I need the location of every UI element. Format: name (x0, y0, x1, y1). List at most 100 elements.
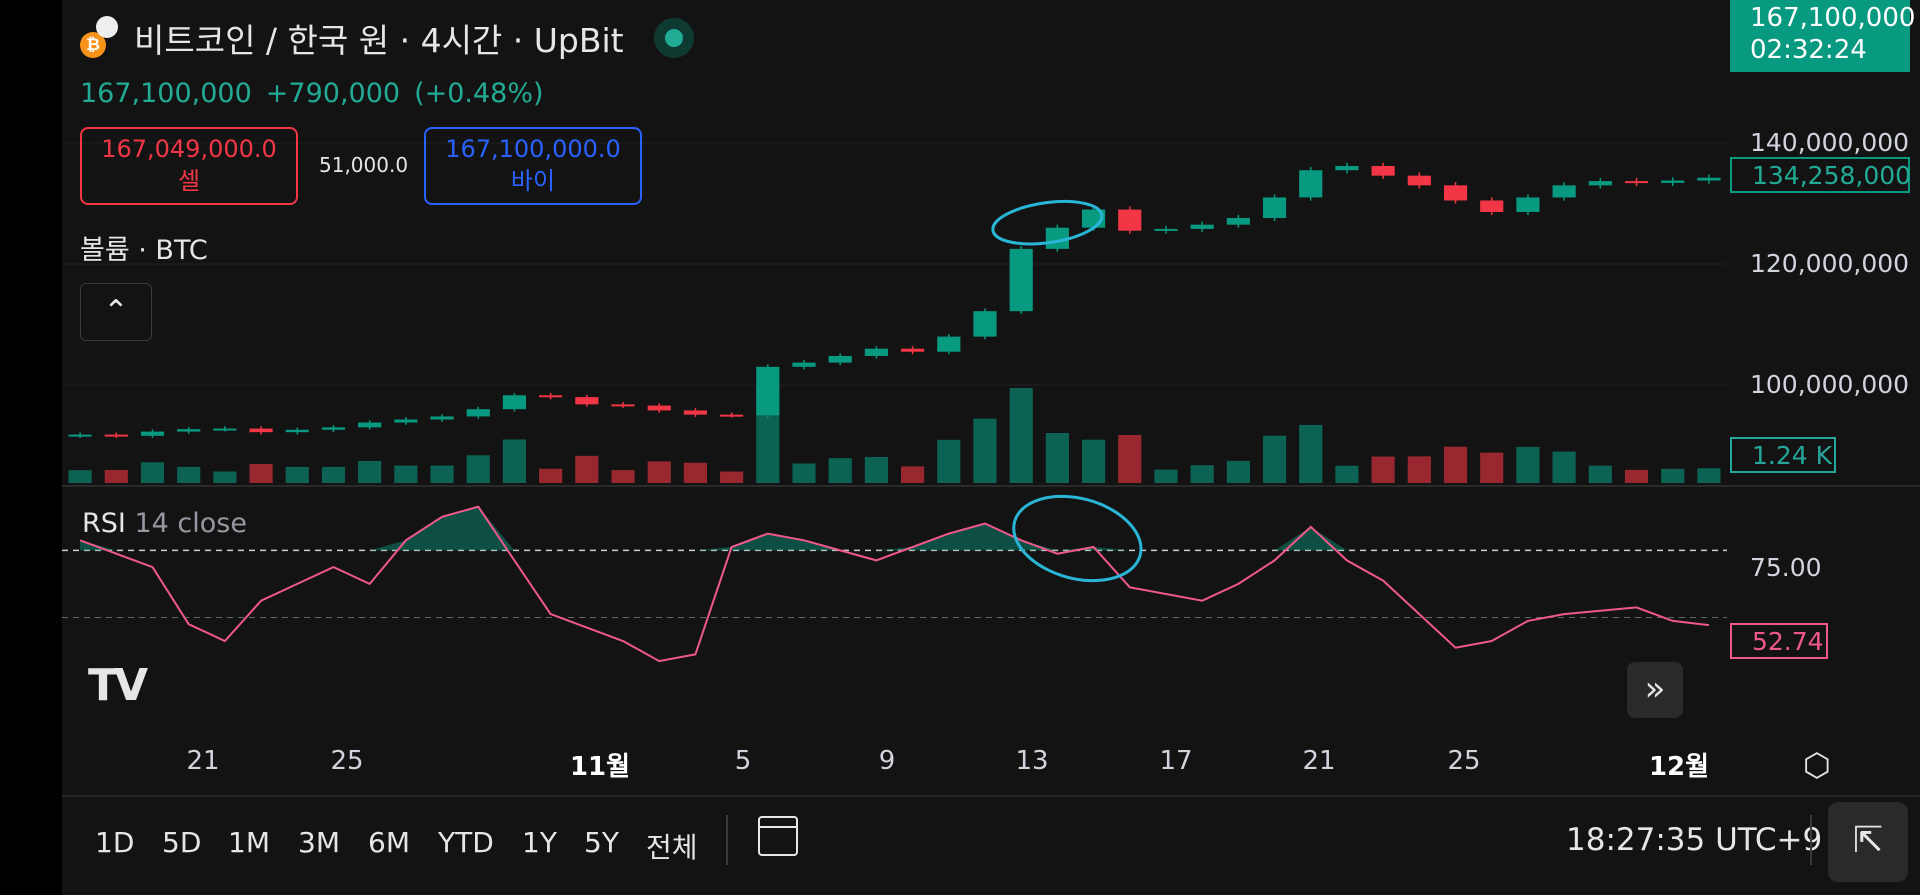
volume-bar (1299, 424, 1323, 483)
last-tag-price: 167,100,000 (1750, 3, 1916, 33)
candle (1661, 180, 1685, 183)
volume-bar (104, 469, 128, 483)
candle (792, 362, 816, 367)
candle (1552, 185, 1576, 198)
volume-bar (1480, 452, 1504, 483)
volume-bar (828, 458, 852, 483)
volume-bar (937, 439, 961, 483)
rsi-name: RSI (82, 508, 126, 539)
volume-bar (1443, 446, 1468, 483)
candle (140, 431, 165, 436)
candle (1516, 197, 1540, 212)
price-axis-label: 100,000,000 (1750, 370, 1910, 399)
collapse-legend-button[interactable]: ⌃ (80, 283, 152, 341)
candle (430, 416, 454, 420)
volume-bar (430, 465, 454, 483)
buy-button[interactable]: 167,100,000.0 바이 (424, 127, 642, 205)
volume-bar (358, 460, 382, 483)
chevron-up-icon: ⌃ (103, 294, 129, 329)
timeframe-all[interactable]: 전체 (646, 831, 698, 864)
candle (683, 410, 708, 415)
candle (611, 404, 635, 407)
volume-bar (1226, 460, 1250, 483)
tradingview-logo[interactable]: TV (88, 660, 148, 711)
volume-bar (1407, 456, 1431, 483)
volume-bar (249, 463, 273, 483)
volume-bar (575, 455, 599, 483)
candle (901, 348, 925, 352)
timeframe-1m[interactable]: 1M (228, 826, 270, 859)
volume-bar (1045, 433, 1069, 483)
volume-bar (1190, 465, 1214, 483)
candle (213, 428, 237, 431)
candle (539, 395, 563, 398)
rsi-level-label: 75.00 (1750, 553, 1822, 582)
timeframe-ytd[interactable]: YTD (438, 826, 494, 859)
bottom-toolbar (62, 795, 1920, 889)
timeframe-1y[interactable]: 1Y (522, 826, 557, 859)
candle (973, 311, 997, 337)
candle (394, 419, 418, 423)
current-price-tag: 134,258,000 (1730, 157, 1911, 193)
rsi-legend[interactable]: RSI 14 close (82, 508, 247, 539)
volume-bar (901, 466, 925, 483)
sell-button[interactable]: 167,049,000.0 셀 (80, 127, 298, 205)
timeframe-5d[interactable]: 5D (162, 826, 202, 859)
rsi-params: 14 close (134, 508, 247, 539)
rsi-overbought-fill (80, 506, 1709, 551)
price-change: +790,000 (265, 78, 401, 109)
volume-bar (394, 465, 418, 483)
time-axis-label: 25 (1447, 746, 1481, 776)
candle (828, 355, 852, 363)
scroll-to-realtime-button[interactable]: » (1627, 662, 1683, 718)
sell-price: 167,049,000.0 (101, 135, 277, 163)
price-change-pct: (+0.48%) (414, 78, 544, 109)
candle (1118, 209, 1142, 231)
time-axis-label: 5 (734, 746, 752, 776)
candle (1009, 248, 1033, 312)
rsi-annotation-circle (1012, 494, 1143, 583)
candle (68, 434, 92, 437)
chart-canvas[interactable] (62, 0, 1920, 795)
rsi-value-tag: 52.74 (1730, 623, 1828, 659)
volume-bar (647, 461, 671, 483)
candle (720, 414, 744, 417)
timeframe-5y[interactable]: 5Y (584, 826, 619, 859)
symbol-title[interactable]: 비트코인 / 한국 원 · 4시간 · UpBit (134, 21, 624, 60)
exit-fullscreen-button[interactable]: ⇱ (1828, 802, 1908, 882)
volume-bar (1588, 465, 1612, 483)
volume-bar (177, 466, 201, 483)
timeframe-1d[interactable]: 1D (95, 826, 135, 859)
sell-label: 셀 (177, 167, 201, 195)
volume-bar (1009, 388, 1033, 483)
candle (575, 397, 599, 405)
candle (104, 434, 128, 437)
candle (1190, 224, 1214, 229)
candle (466, 409, 490, 417)
volume-bar (1697, 468, 1721, 483)
last-tag-countdown: 02:32:24 (1750, 35, 1867, 65)
volume-bar (1516, 446, 1540, 483)
spread-value: 51,000.0 (319, 153, 409, 177)
volume-legend[interactable]: 볼륨 · BTC (80, 235, 208, 266)
toolbar-separator (1810, 815, 1812, 865)
settings-hexagon-icon[interactable]: ⬡ (1803, 746, 1831, 784)
clock-timezone[interactable]: 18:27:35 UTC+9 (1566, 822, 1823, 858)
live-dot-icon (654, 18, 694, 58)
candle (249, 428, 273, 433)
time-axis-label: 9 (878, 746, 896, 776)
timeframe-6m[interactable]: 6M (368, 826, 410, 859)
volume-bar (466, 455, 490, 483)
volume-bar (1081, 439, 1106, 483)
candle (1262, 197, 1287, 219)
candle (647, 405, 671, 411)
candle (1480, 200, 1504, 212)
volume-bar (1661, 468, 1685, 483)
volume-bar (321, 466, 346, 483)
calendar-goto-icon[interactable] (758, 816, 798, 856)
price-line: 167,100,000 +790,000 (+0.48%) (80, 78, 558, 109)
candle (1588, 181, 1612, 186)
timeframe-3m[interactable]: 3M (298, 826, 340, 859)
pane-divider[interactable] (62, 485, 1920, 487)
candle (1624, 181, 1649, 184)
